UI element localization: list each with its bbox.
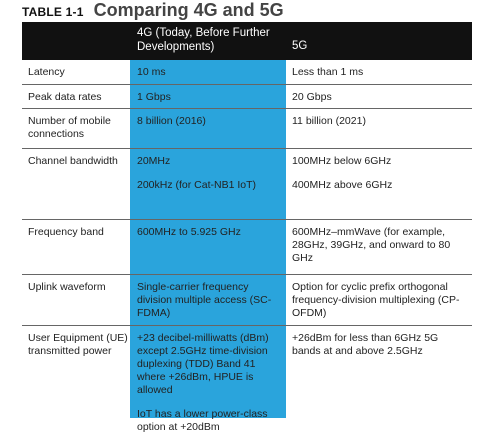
4g-value: +23 decibel-milliwatts (dBm) except 2.5G… <box>137 332 285 434</box>
5g-value: 600MHz–mmWave (for example, 28GHz, 39GHz… <box>292 226 451 264</box>
4g-value-line: +23 decibel-milliwatts (dBm) except 2.5G… <box>137 332 269 396</box>
feature-cell: Channel bandwidth <box>28 155 118 167</box>
feature-cell: User Equipment (UE) transmitted power <box>28 332 128 357</box>
header-5g: 5G <box>292 40 308 52</box>
4g-value-line: IoT has a lower power-class option at +2… <box>137 408 268 433</box>
4g-column-highlight <box>130 22 286 418</box>
5g-value: 20 Gbps <box>292 91 332 103</box>
4g-value: Single-carrier frequency division multip… <box>137 281 272 319</box>
4g-value: 20MHz 200kHz (for Cat-NB1 IoT) <box>137 155 285 192</box>
5g-value: Option for cyclic prefix orthogonal freq… <box>292 281 460 319</box>
table-row-channel-bandwidth: Channel bandwidth 20MHz 200kHz (for Cat-… <box>22 149 472 220</box>
feature-cell: Frequency band <box>28 226 104 238</box>
5g-value-line: 400MHz above 6GHz <box>292 179 393 191</box>
table-row-mobile-connections: Number of mobile connections 8 billion (… <box>22 109 472 149</box>
feature-cell: Latency <box>28 66 65 78</box>
table-row-peak-data-rates: Peak data rates 1 Gbps 20 Gbps <box>22 85 472 109</box>
5g-value: 11 billion (2021) <box>292 115 366 127</box>
4g-value: 8 billion (2016) <box>137 115 206 127</box>
table-number: TABLE 1-1 <box>22 5 84 19</box>
table-header: 4G (Today, Before Further Developments) … <box>22 22 472 60</box>
5g-value: +26dBm for less than 6GHz 5G bands at an… <box>292 332 439 357</box>
comparison-table: 4G (Today, Before Further Developments) … <box>22 22 472 433</box>
feature-cell: Number of mobile connections <box>28 115 111 140</box>
5g-value-line: 100MHz below 6GHz <box>292 155 392 167</box>
table-row-latency: Latency 10 ms Less than 1 ms <box>22 60 472 85</box>
table-row-uplink-waveform: Uplink waveform Single-carrier frequency… <box>22 275 472 326</box>
4g-value-line: 200kHz (for Cat-NB1 IoT) <box>137 179 257 191</box>
table-title: Comparing 4G and 5G <box>93 0 284 20</box>
5g-value: 100MHz below 6GHz 400MHz above 6GHz <box>292 155 468 192</box>
header-4g: 4G (Today, Before Further Developments) <box>137 27 270 53</box>
4g-value: 600MHz to 5.925 GHz <box>137 226 241 238</box>
4g-value-line: 20MHz <box>137 155 171 167</box>
table-caption: TABLE 1-1 Comparing 4G and 5G <box>22 0 284 24</box>
feature-cell: Peak data rates <box>28 91 102 103</box>
4g-value: 1 Gbps <box>137 91 171 103</box>
5g-value: Less than 1 ms <box>292 66 364 78</box>
4g-value: 10 ms <box>137 66 166 78</box>
table-row-ue-power: User Equipment (UE) transmitted power +2… <box>22 326 472 433</box>
feature-cell: Uplink waveform <box>28 281 106 293</box>
table-row-frequency-band: Frequency band 600MHz to 5.925 GHz 600MH… <box>22 220 472 275</box>
